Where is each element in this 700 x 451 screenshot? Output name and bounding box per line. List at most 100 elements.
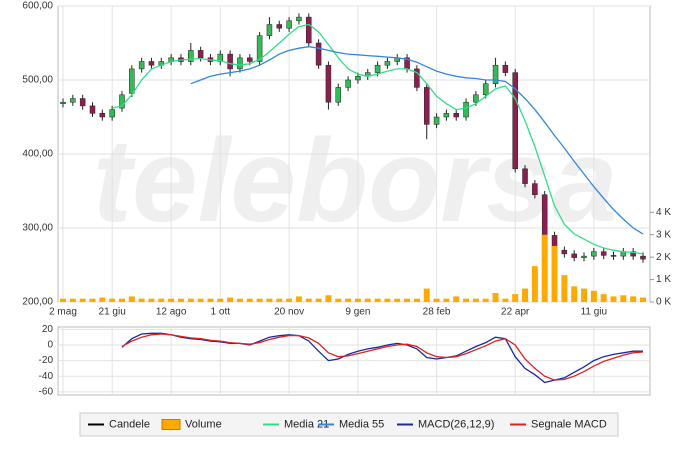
volume-bar	[394, 298, 401, 302]
volume-bar	[463, 298, 470, 302]
candle-body	[129, 68, 135, 94]
y-tick-label: 20	[42, 324, 54, 335]
candle-body	[256, 35, 263, 62]
volume-bar	[295, 296, 302, 302]
volume-bar	[561, 275, 568, 302]
volume-bar	[109, 298, 116, 302]
candle-body	[581, 255, 587, 258]
y-tick-label: 600,00	[22, 1, 53, 12]
candle-body	[188, 50, 194, 62]
volume-bar	[128, 296, 135, 302]
candle-body	[630, 251, 636, 257]
x-tick-label: 21 giu	[99, 307, 126, 318]
candle-body	[473, 94, 479, 103]
candle-body	[414, 68, 420, 88]
candle-body	[502, 64, 509, 73]
volume-bar	[364, 298, 371, 302]
volume-bar	[610, 296, 617, 302]
y-tick-label: 300,00	[22, 223, 53, 234]
volume-bar	[453, 296, 460, 302]
volume-bar	[384, 298, 391, 302]
candle-body	[463, 101, 469, 118]
volume-bar	[256, 298, 263, 302]
legend-label: Segnale MACD	[531, 418, 607, 430]
candle-body	[522, 168, 528, 184]
volume-bar	[531, 266, 538, 302]
volume-bar	[630, 296, 637, 302]
volume-bar	[305, 298, 312, 302]
y2-tick-label: 3 K	[656, 229, 671, 240]
candle-body	[640, 255, 646, 260]
volume-bar	[404, 298, 411, 302]
volume-bar	[325, 295, 332, 302]
series-line	[112, 23, 644, 255]
watermark: teleborsa	[93, 115, 618, 247]
volume-bar	[640, 297, 646, 302]
candle-body	[532, 183, 538, 195]
volume-bar	[335, 298, 342, 302]
legend-label: Media 55	[339, 418, 384, 430]
legend-label: MACD(26,12,9)	[418, 418, 494, 430]
candle-body	[247, 57, 253, 62]
y2-tick-label: 4 K	[656, 207, 671, 218]
candle-body	[70, 98, 76, 103]
candle-body	[99, 113, 106, 118]
candle-body	[345, 79, 351, 88]
volume-bar	[138, 298, 145, 302]
candle-body	[561, 249, 568, 255]
candle-body	[374, 64, 381, 73]
y-tick-label: -20	[39, 355, 54, 366]
candle-body	[60, 101, 66, 104]
volume-bar	[423, 288, 430, 302]
candle-body	[355, 76, 361, 81]
volume-bar	[620, 295, 627, 302]
volume-bar	[512, 294, 519, 302]
candle-body	[443, 113, 450, 118]
volume-bar	[581, 288, 588, 302]
volume-bar	[148, 298, 155, 302]
volume-bar	[345, 298, 352, 302]
candle-body	[227, 53, 233, 70]
x-tick-label: 11 giu	[581, 307, 608, 318]
volume-bar	[315, 298, 322, 302]
candle-body	[571, 253, 577, 258]
x-tick-label: 9 gen	[345, 307, 370, 318]
candle-body	[296, 16, 302, 22]
volume-bar	[600, 294, 607, 302]
candle-body	[541, 194, 548, 236]
series-line	[121, 333, 644, 381]
volume-bar	[354, 298, 361, 302]
candle-body	[335, 87, 342, 103]
volume-bar	[236, 298, 243, 302]
y-tick-label: 400,00	[22, 149, 53, 160]
volume-bar	[502, 298, 509, 302]
volume-bar	[69, 298, 76, 302]
candle-body	[423, 87, 430, 125]
x-tick-label: 2 mag	[49, 307, 77, 318]
candle-body	[266, 24, 273, 36]
series-line	[190, 46, 644, 235]
legend-box	[79, 412, 619, 437]
y-tick-label: 500,00	[22, 75, 53, 86]
volume-bar	[286, 298, 293, 302]
volume-bar	[187, 298, 194, 302]
candle-body	[119, 94, 125, 109]
candle-body	[325, 64, 332, 103]
volume-bar	[443, 298, 450, 302]
volume-bar	[590, 290, 597, 302]
candle-body	[433, 116, 440, 125]
y2-tick-label: 1 K	[656, 274, 671, 285]
volume-bar	[168, 298, 175, 302]
volume-bar	[433, 298, 440, 302]
y-tick-label: 200,00	[22, 297, 53, 308]
volume-bar	[276, 298, 283, 302]
x-tick-label: 22 apr	[501, 307, 530, 318]
volume-bar	[541, 234, 548, 302]
volume-bar	[522, 288, 529, 302]
x-tick-label: 20 nov	[274, 307, 304, 318]
volume-bar	[99, 297, 106, 302]
volume-bar	[89, 298, 96, 302]
candle-body	[315, 42, 322, 66]
x-tick-label: 1 ott	[211, 307, 231, 318]
